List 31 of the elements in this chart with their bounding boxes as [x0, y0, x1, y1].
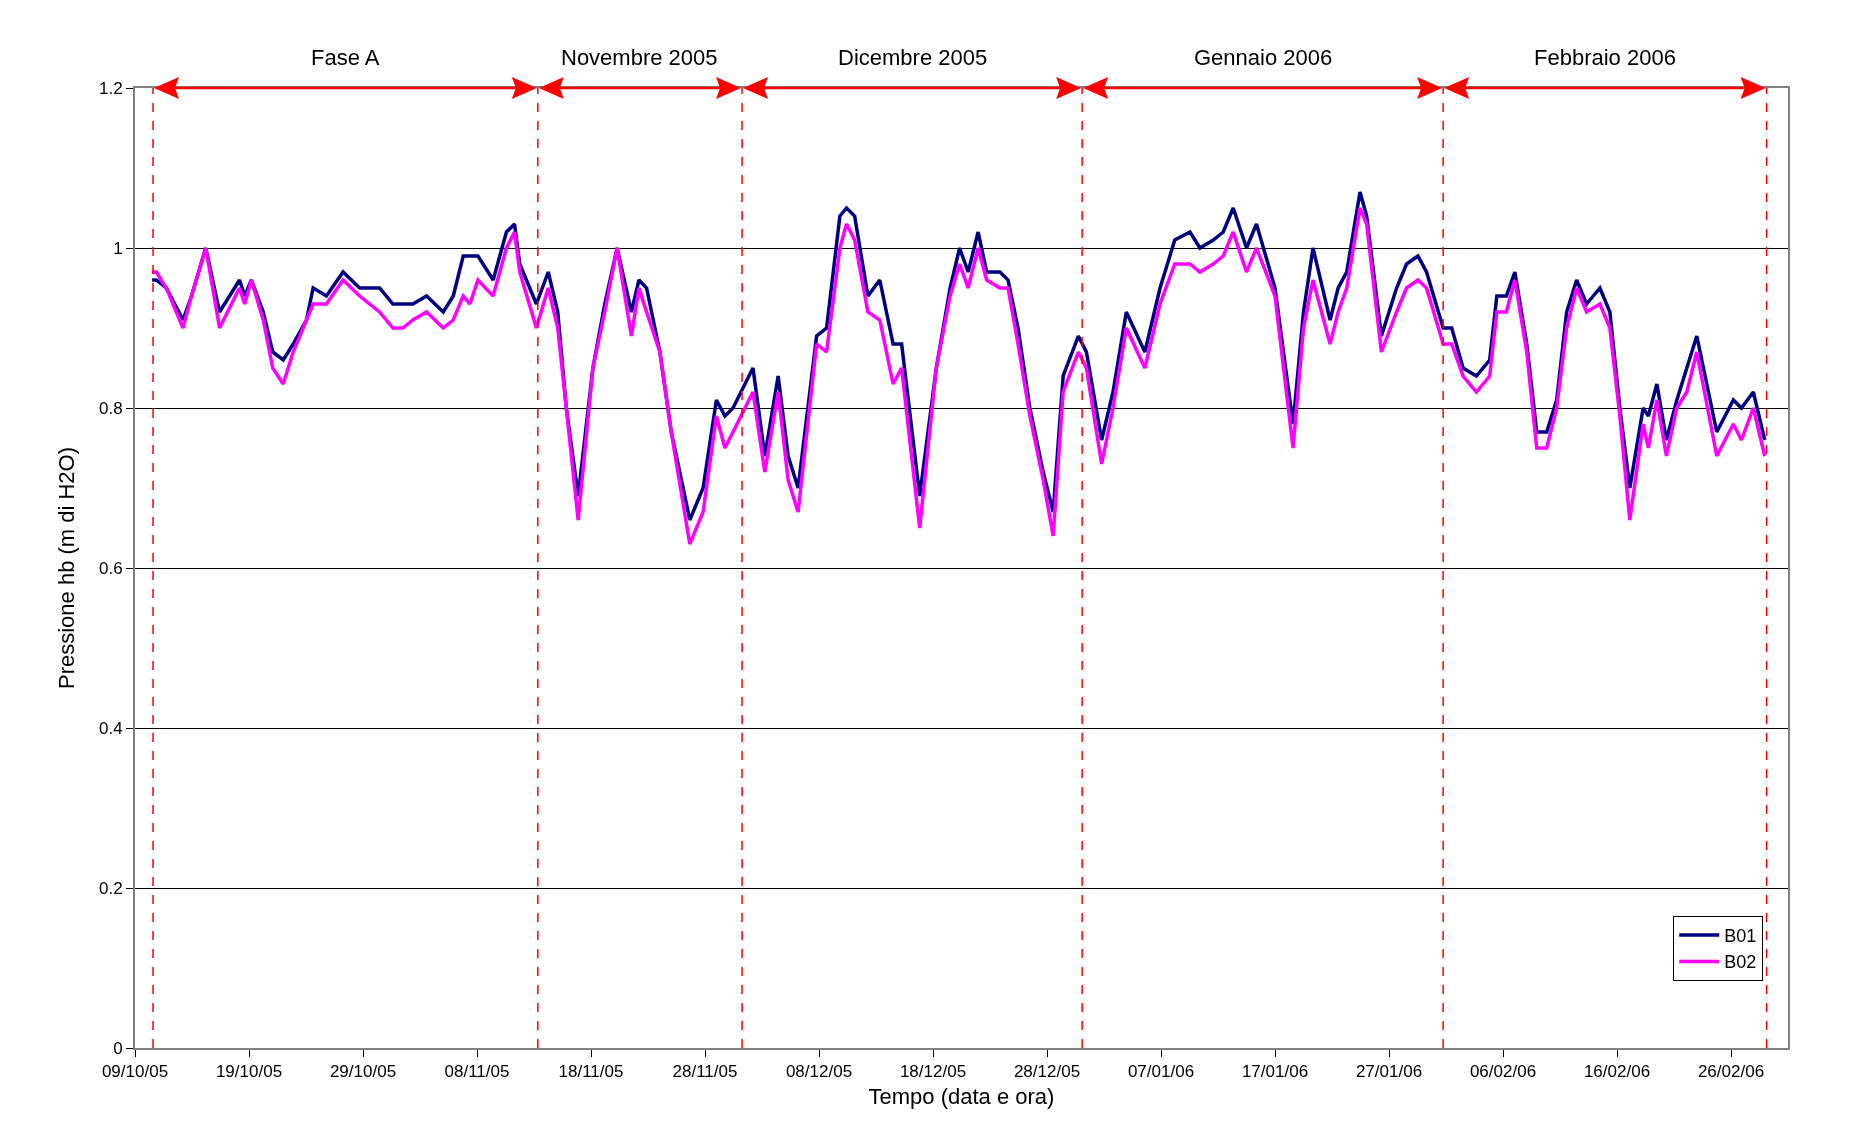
x-tick-label: 18/12/05	[899, 1062, 967, 1082]
text: Dicembre 2005	[838, 45, 988, 70]
legend-label: B02	[1724, 952, 1757, 973]
y-tick-label: 1.2	[98, 78, 123, 98]
x-tick-label: 26/02/06	[1697, 1062, 1765, 1082]
text: Novembre 2005	[561, 45, 718, 70]
y-tick-label: 1	[113, 238, 123, 258]
legend-label: B01	[1724, 926, 1757, 947]
x-tick-label: 08/12/05	[785, 1062, 853, 1082]
x-tick-label: 16/02/06	[1583, 1062, 1651, 1082]
text: Febbraio 2006	[1534, 45, 1676, 70]
y-tick-label: 0.2	[98, 878, 123, 898]
x-tick-label: 18/11/05	[558, 1062, 624, 1082]
y-tick-label: 0.4	[98, 718, 123, 738]
y-tick-label: 0.6	[98, 558, 123, 578]
x-tick-label: 19/10/05	[215, 1062, 283, 1082]
text: Fase A	[311, 45, 380, 70]
x-tick-label: 08/11/05	[444, 1062, 510, 1082]
x-tick-label: 28/11/05	[672, 1062, 738, 1082]
x-tick-label: 07/01/06	[1127, 1062, 1195, 1082]
y-tick-label: 0	[113, 1038, 123, 1058]
x-tick-label: 28/12/05	[1013, 1062, 1081, 1082]
x-axis-title: Tempo (data e ora)	[868, 1083, 1055, 1109]
text: Gennaio 2006	[1194, 45, 1333, 70]
y-tick-label: 0.8	[98, 398, 123, 418]
y-axis-title: Pressione hb (m di H2O)	[54, 446, 80, 690]
x-tick-label: 17/01/06	[1241, 1062, 1309, 1082]
x-tick-label: 27/01/06	[1355, 1062, 1423, 1082]
x-tick-label: 06/02/06	[1469, 1062, 1537, 1082]
x-tick-label: 29/10/05	[329, 1062, 397, 1082]
x-tick-label: 09/10/05	[101, 1062, 169, 1082]
